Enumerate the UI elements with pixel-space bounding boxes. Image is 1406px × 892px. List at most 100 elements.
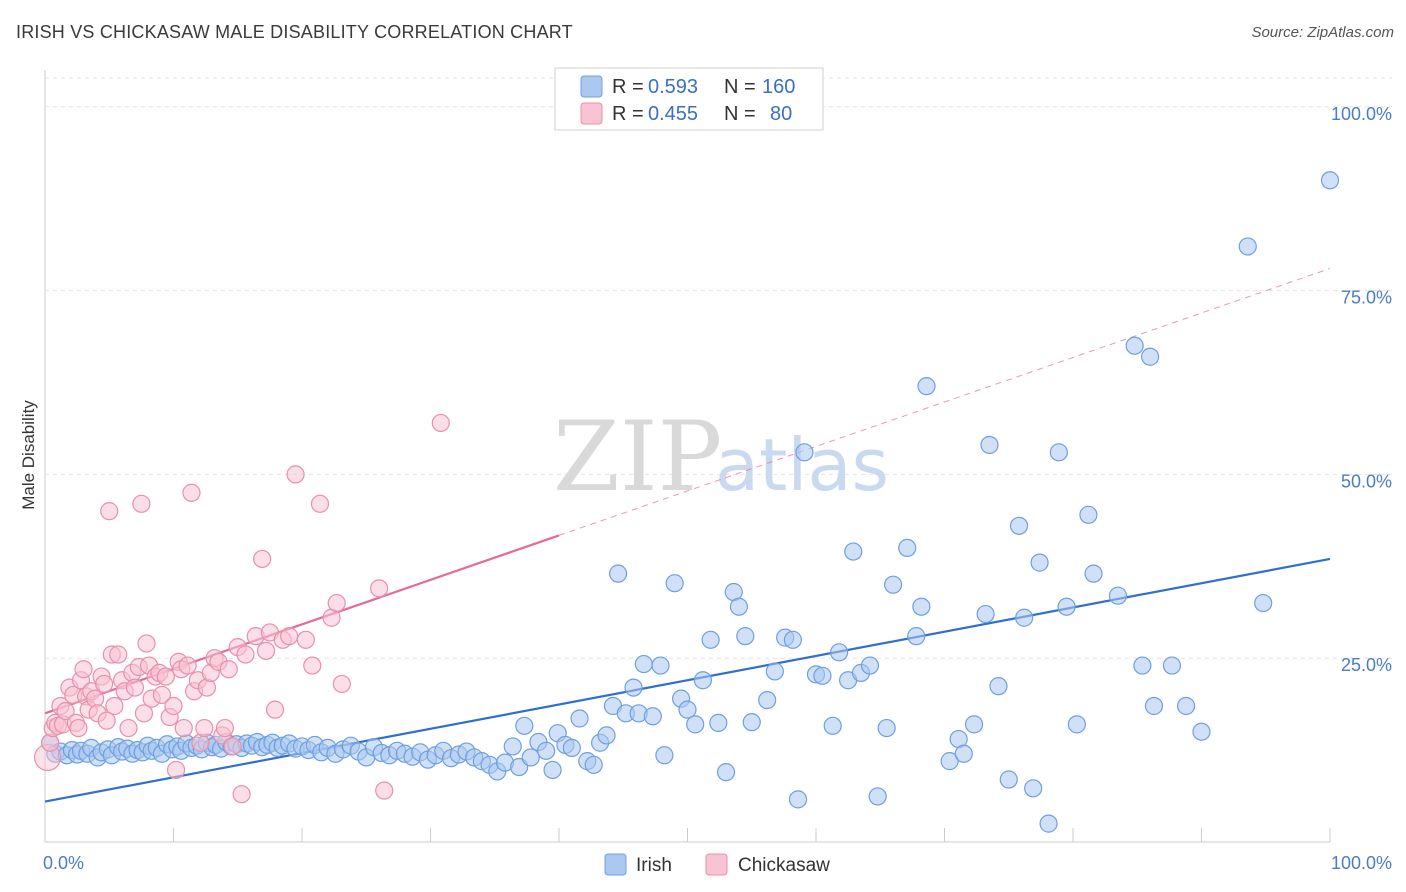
irish-point bbox=[1024, 779, 1043, 798]
chickasaw-point bbox=[56, 702, 75, 721]
irish-point bbox=[1039, 814, 1058, 833]
irish-point bbox=[1140, 347, 1160, 366]
irish-point bbox=[1049, 443, 1068, 462]
irish-point bbox=[940, 752, 959, 771]
watermark-zip: ZIP bbox=[553, 401, 722, 513]
chickasaw-point bbox=[370, 579, 389, 598]
legend-n-label-chickasaw: N = bbox=[724, 103, 756, 125]
irish-point bbox=[883, 575, 903, 594]
chickasaw-point bbox=[95, 674, 114, 694]
legend-top: R = 0.593 N = 160 R = 0.455 N = 80 bbox=[554, 67, 824, 131]
legend-bottom: Irish Chickasaw bbox=[604, 853, 830, 876]
x-tick-label-max: 100.0% bbox=[1331, 853, 1392, 873]
chickasaw-point bbox=[195, 718, 214, 738]
irish-point bbox=[1057, 597, 1076, 616]
irish-point bbox=[898, 538, 917, 558]
bottom-legend-swatch-irish bbox=[604, 853, 627, 876]
irish-point bbox=[1254, 593, 1273, 613]
irish-point bbox=[624, 678, 643, 697]
irish-point bbox=[1176, 696, 1196, 716]
chickasaw-point bbox=[105, 696, 124, 716]
x-tick-labels: 0.0% 100.0% bbox=[43, 853, 1392, 873]
irish-point bbox=[877, 718, 896, 738]
irish-point bbox=[693, 671, 713, 690]
legend-n-value-chickasaw: 80 bbox=[770, 103, 792, 125]
chickasaw-point bbox=[253, 549, 272, 569]
chickasaw-point bbox=[174, 718, 193, 738]
irish-point bbox=[1030, 553, 1049, 572]
irish-point bbox=[736, 627, 755, 646]
bottom-legend-swatch-chickasaw bbox=[705, 853, 728, 876]
y-axis-label: Male Disability bbox=[19, 400, 38, 510]
irish-point bbox=[515, 716, 534, 735]
irish-point bbox=[964, 715, 984, 734]
irish-point bbox=[830, 643, 849, 662]
irish-point bbox=[917, 377, 936, 396]
irish-point bbox=[1108, 586, 1128, 605]
legend-swatch-irish bbox=[580, 75, 603, 98]
chickasaw-point bbox=[178, 656, 197, 675]
chart-title: IRISH VS CHICKASAW MALE DISABILITY CORRE… bbox=[16, 22, 573, 42]
chickasaw-point bbox=[375, 781, 394, 800]
irish-point bbox=[868, 787, 887, 806]
bottom-legend-label-chickasaw: Chickasaw bbox=[738, 855, 830, 876]
chickasaw-point bbox=[296, 630, 315, 649]
irish-point bbox=[1162, 656, 1182, 675]
irish-point bbox=[1067, 715, 1086, 734]
irish-point bbox=[1079, 505, 1098, 524]
data-points bbox=[33, 171, 1340, 833]
chickasaw-point bbox=[219, 660, 238, 679]
chickasaw-point bbox=[332, 674, 351, 694]
irish-point bbox=[788, 790, 808, 809]
irish-point bbox=[651, 656, 670, 675]
chickasaw-point bbox=[164, 696, 183, 716]
irish-point bbox=[655, 746, 674, 765]
source-label: Source: ZipAtlas.com bbox=[1251, 24, 1394, 41]
irish-point bbox=[1125, 336, 1144, 355]
chickasaw-point bbox=[310, 494, 330, 513]
irish-point bbox=[758, 690, 777, 710]
irish-point bbox=[503, 737, 522, 756]
chickasaw-point bbox=[74, 660, 93, 679]
chickasaw-point bbox=[41, 733, 60, 752]
irish-point bbox=[976, 604, 995, 624]
trend-line-chickasaw-dashed bbox=[558, 268, 1331, 536]
irish-point bbox=[765, 662, 784, 681]
y-tick-labels: 25.0% 50.0% 75.0% 100.0% bbox=[1331, 104, 1392, 675]
irish-point bbox=[1084, 564, 1103, 583]
irish-point bbox=[912, 597, 931, 616]
irish-point bbox=[1133, 656, 1152, 675]
chickasaw-point bbox=[223, 737, 242, 756]
chickasaw-point bbox=[286, 465, 305, 484]
irish-point bbox=[795, 443, 814, 462]
y-tick-label-1: 50.0% bbox=[1341, 471, 1392, 491]
legend-n-value-irish: 160 bbox=[762, 76, 795, 98]
irish-point bbox=[1015, 608, 1034, 627]
irish-point bbox=[709, 713, 728, 732]
chickasaw-point bbox=[431, 413, 450, 433]
legend-r-value-irish: 0.593 bbox=[648, 76, 698, 98]
chickasaw-point bbox=[236, 645, 255, 664]
chickasaw-point bbox=[69, 718, 88, 738]
chickasaw-point bbox=[182, 483, 201, 502]
irish-point bbox=[543, 760, 562, 780]
chickasaw-point bbox=[280, 627, 299, 646]
y-tick-label-0: 25.0% bbox=[1341, 655, 1392, 675]
irish-point bbox=[1192, 722, 1211, 741]
chickasaw-point bbox=[97, 711, 116, 730]
chickasaw-point bbox=[256, 641, 276, 660]
irish-point bbox=[1238, 237, 1257, 256]
irish-point bbox=[1144, 696, 1164, 716]
irish-point bbox=[678, 700, 697, 719]
legend-r-label-chickasaw: R = bbox=[612, 103, 644, 125]
irish-point bbox=[823, 716, 842, 735]
legend-r-value-chickasaw: 0.455 bbox=[648, 103, 698, 125]
irish-point bbox=[643, 707, 662, 726]
irish-point bbox=[609, 564, 628, 583]
chickasaw-point bbox=[327, 593, 346, 613]
irish-point bbox=[521, 748, 540, 767]
chickasaw-point bbox=[109, 645, 128, 664]
chickasaw-point bbox=[125, 678, 145, 697]
legend-swatch-chickasaw bbox=[580, 102, 603, 125]
chickasaw-point bbox=[232, 785, 251, 804]
